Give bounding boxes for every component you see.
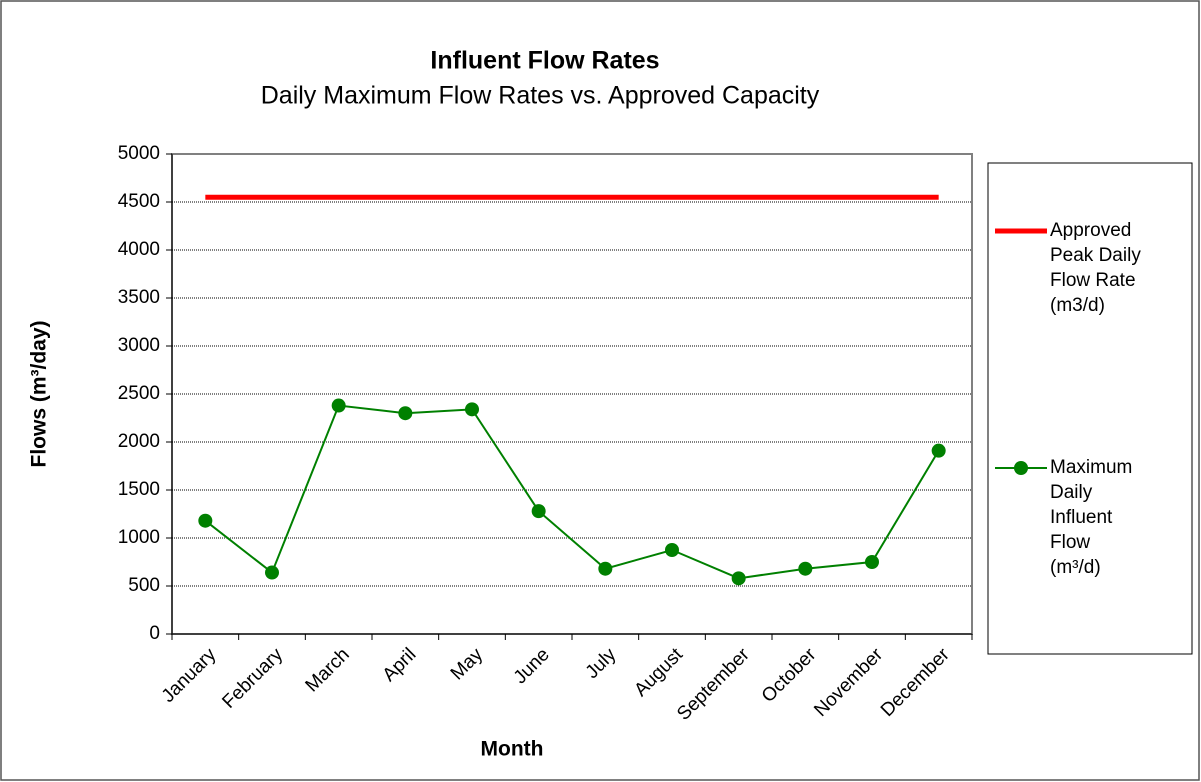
- data-point: [531, 504, 546, 519]
- series-line: [204, 404, 940, 580]
- y-tick-label: 0: [149, 623, 160, 644]
- data-point: [198, 513, 213, 528]
- data-point: [398, 406, 413, 421]
- data-point: [265, 565, 279, 580]
- y-tick-label: 3500: [118, 287, 160, 308]
- y-tick-label: 2000: [118, 431, 160, 452]
- y-tick-label: 4000: [118, 239, 160, 260]
- data-point: [598, 561, 613, 576]
- y-tick-label: 1000: [118, 527, 160, 548]
- data-point: [865, 555, 879, 569]
- legend-label: Maximum Daily Influent Flow (m³/d): [1050, 457, 1132, 578]
- y-axis-label: Flows (m³/day): [28, 320, 51, 467]
- y-tick-label: 5000: [118, 143, 160, 164]
- legend-box: [987, 162, 1193, 655]
- x-axis-label: Month: [481, 738, 544, 761]
- y-tick-label: 500: [128, 575, 160, 596]
- chart-title: Influent Flow Rates: [430, 47, 659, 75]
- data-point: [331, 398, 346, 413]
- y-tick-label: 3000: [118, 335, 160, 356]
- y-tick-label: 4500: [118, 191, 160, 212]
- data-point: [798, 561, 813, 576]
- chart-subtitle: Daily Maximum Flow Rates vs. Approved Ca…: [261, 82, 820, 110]
- legend-marker: [1014, 461, 1028, 475]
- data-point: [931, 443, 946, 458]
- y-tick-label: 2500: [118, 383, 160, 404]
- data-point: [731, 571, 746, 586]
- legend-label: Approved Peak Daily Flow Rate (m3/d): [1050, 220, 1141, 316]
- data-point: [465, 402, 479, 417]
- data-point: [665, 543, 679, 557]
- y-tick-label: 1500: [118, 479, 160, 500]
